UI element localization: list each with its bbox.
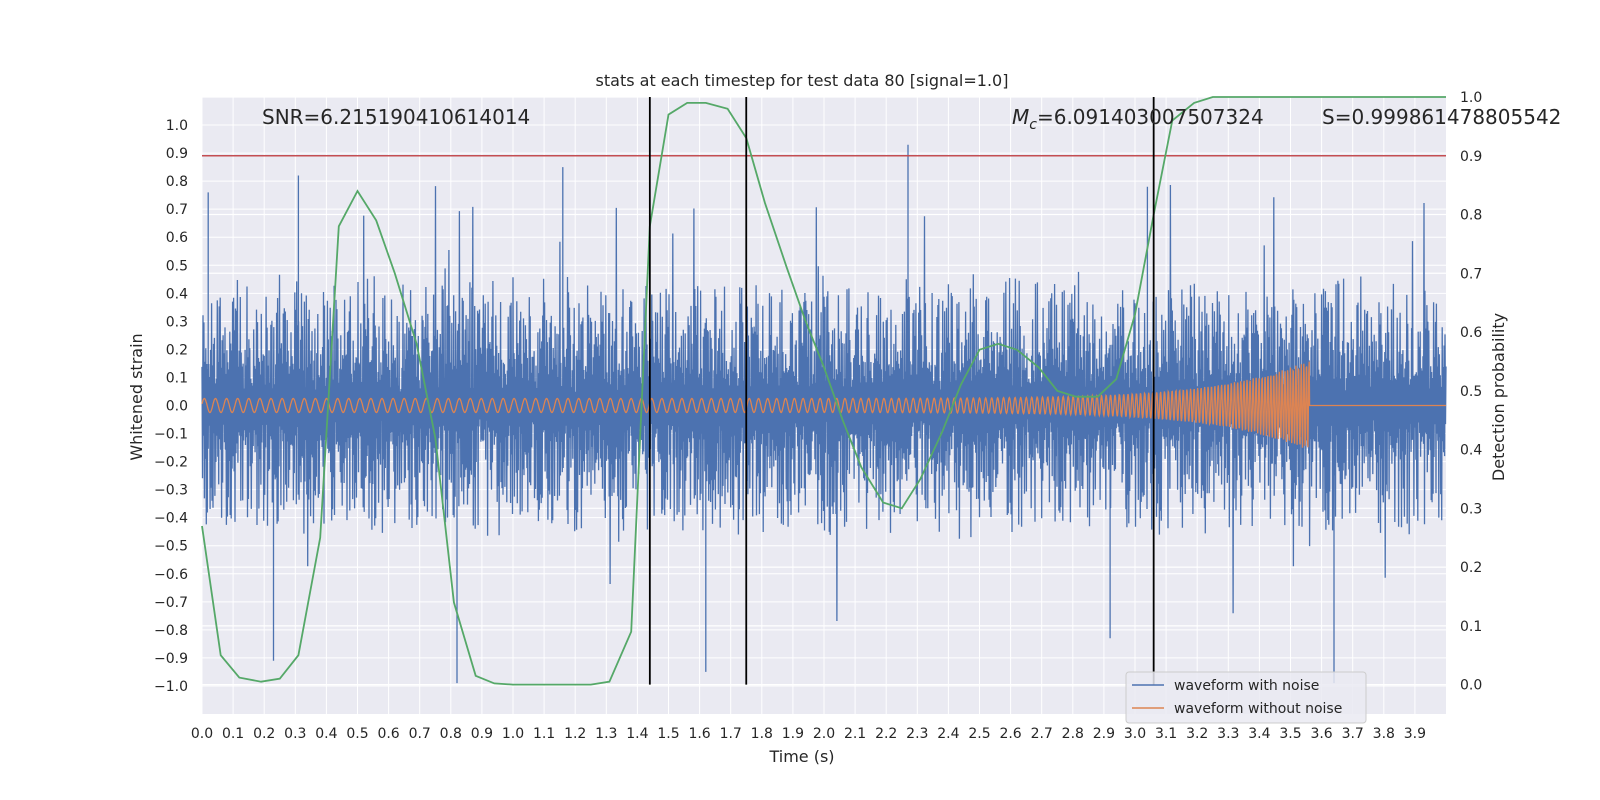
x-tick-label: 1.2 (564, 726, 586, 742)
x-tick-label: 3.7 (1342, 726, 1364, 742)
y2-tick-label: 0.9 (1460, 149, 1482, 165)
y-tick-label: −0.7 (154, 595, 188, 611)
x-tick-label: 0.4 (315, 726, 337, 742)
x-tick-label: 3.8 (1373, 726, 1395, 742)
x-tick-label: 2.3 (906, 726, 928, 742)
x-axis-label: Time (s) (768, 747, 834, 766)
x-tick-label: 1.5 (657, 726, 679, 742)
y-tick-label: 0.0 (166, 399, 188, 415)
x-tick-label: 3.2 (1186, 726, 1208, 742)
x-tick-label: 2.9 (1093, 726, 1115, 742)
y-tick-label: 0.7 (166, 202, 188, 218)
x-tick-label: 3.5 (1279, 726, 1301, 742)
x-tick-label: 3.1 (1155, 726, 1177, 742)
x-tick-label: 0.0 (191, 726, 213, 742)
y-tick-label: 0.3 (166, 314, 188, 330)
x-tick-label: 0.8 (440, 726, 462, 742)
y2-tick-label: 1.0 (1460, 90, 1482, 106)
snr-annotation: SNR=6.215190410614014 (262, 105, 530, 129)
y-tick-label: 0.5 (166, 258, 188, 274)
x-axis-ticks: 0.0 0.1 0.2 0.3 0.4 0.5 0.6 0.7 0.8 0.9 1.0 1.1 1.2 1… (191, 726, 1426, 742)
y-axis-ticks: −1.0 −0.9 −0.8 −0.7 −0.6 −0.5 −0.4 −0.3 −0.2 −0.1… (154, 118, 188, 695)
chirp-mass-subscript: c (1029, 117, 1037, 133)
s-annotation: S=0.999861478805542 (1322, 105, 1561, 129)
x-tick-label: 3.4 (1248, 726, 1270, 742)
y2-axis-ticks: 0.0 0.1 0.2 0.3 0.4 0.5 0.6 0.7 0.8 0.9 1.0 (1460, 90, 1482, 694)
y-tick-label: 0.2 (166, 342, 188, 358)
x-tick-label: 2.1 (844, 726, 866, 742)
x-tick-label: 3.9 (1404, 726, 1426, 742)
x-tick-label: 1.0 (502, 726, 524, 742)
x-tick-label: 0.6 (377, 726, 399, 742)
x-tick-label: 1.3 (595, 726, 617, 742)
x-tick-label: 1.6 (688, 726, 710, 742)
x-tick-label: 1.8 (751, 726, 773, 742)
x-tick-label: 1.4 (626, 726, 648, 742)
y-tick-label: −0.4 (154, 511, 188, 527)
y-tick-label: 0.6 (166, 230, 188, 246)
y2-tick-label: 0.7 (1460, 266, 1482, 282)
y2-tick-label: 0.5 (1460, 384, 1482, 400)
legend-box (1125, 671, 1367, 724)
y-tick-label: −0.5 (154, 539, 188, 555)
y-tick-label: 0.8 (166, 174, 188, 190)
x-tick-label: 2.8 (1062, 726, 1084, 742)
y-tick-label: 0.9 (166, 146, 188, 162)
clean-waveform-line (201, 361, 1446, 448)
chirp-mass-symbol: M (1012, 105, 1029, 129)
x-tick-label: 3.3 (1217, 726, 1239, 742)
y2-tick-label: 0.8 (1460, 208, 1482, 224)
y-tick-label: −0.3 (154, 483, 188, 499)
x-tick-label: 1.9 (782, 726, 804, 742)
x-tick-label: 1.1 (533, 726, 555, 742)
x-tick-label: 0.7 (409, 726, 431, 742)
x-tick-label: 2.0 (813, 726, 835, 742)
detection-probability-series (201, 96, 1446, 686)
y2-tick-label: 0.6 (1460, 325, 1482, 341)
event-markers (648, 97, 1155, 685)
y2-axis-label: Detection probability (1489, 313, 1508, 481)
y-tick-label: −0.6 (154, 567, 188, 583)
x-tick-label: 0.1 (222, 726, 244, 742)
chirp-mass-value: =6.091403007507324 (1037, 105, 1264, 129)
x-tick-label: 0.9 (471, 726, 493, 742)
y2-tick-label: 0.0 (1460, 678, 1482, 694)
legend: waveform with noise waveform without noi… (1125, 671, 1367, 724)
x-tick-label: 2.6 (999, 726, 1021, 742)
clean-waveform-series (201, 361, 1446, 448)
y-axis-label: Whitened strain (127, 333, 146, 460)
x-tick-label: 3.6 (1310, 726, 1332, 742)
x-tick-label: 0.5 (346, 726, 368, 742)
y2-tick-label: 0.3 (1460, 501, 1482, 517)
x-tick-label: 2.5 (968, 726, 990, 742)
y-tick-label: −0.9 (154, 651, 188, 667)
y-tick-label: 0.4 (166, 286, 188, 302)
chirp-mass-annotation: Mc=6.091403007507324 (1012, 105, 1264, 133)
y2-tick-label: 0.4 (1460, 443, 1482, 459)
noisy-waveform-line (201, 144, 1447, 684)
chart-title: stats at each timestep for test data 80 … (596, 71, 1009, 90)
y-tick-label: 1.0 (166, 118, 188, 134)
y2-tick-label: 0.1 (1460, 619, 1482, 635)
x-tick-label: 2.2 (875, 726, 897, 742)
noisy-waveform-series (201, 144, 1447, 684)
y-tick-label: −0.1 (154, 427, 188, 443)
x-tick-label: 0.3 (284, 726, 306, 742)
x-tick-label: 2.4 (937, 726, 959, 742)
y-tick-label: −1.0 (154, 679, 188, 695)
legend-label-noisy: waveform with noise (1174, 678, 1319, 694)
y-tick-label: −0.8 (154, 623, 188, 639)
detection-probability-line (201, 96, 1446, 686)
x-tick-label: 2.7 (1031, 726, 1053, 742)
x-tick-label: 3.0 (1124, 726, 1146, 742)
x-tick-label: 1.7 (720, 726, 742, 742)
y2-tick-label: 0.2 (1460, 560, 1482, 576)
x-tick-label: 0.2 (253, 726, 275, 742)
y-tick-label: −0.2 (154, 455, 188, 471)
y-tick-label: 0.1 (166, 370, 188, 386)
legend-label-clean: waveform without noise (1174, 701, 1342, 717)
